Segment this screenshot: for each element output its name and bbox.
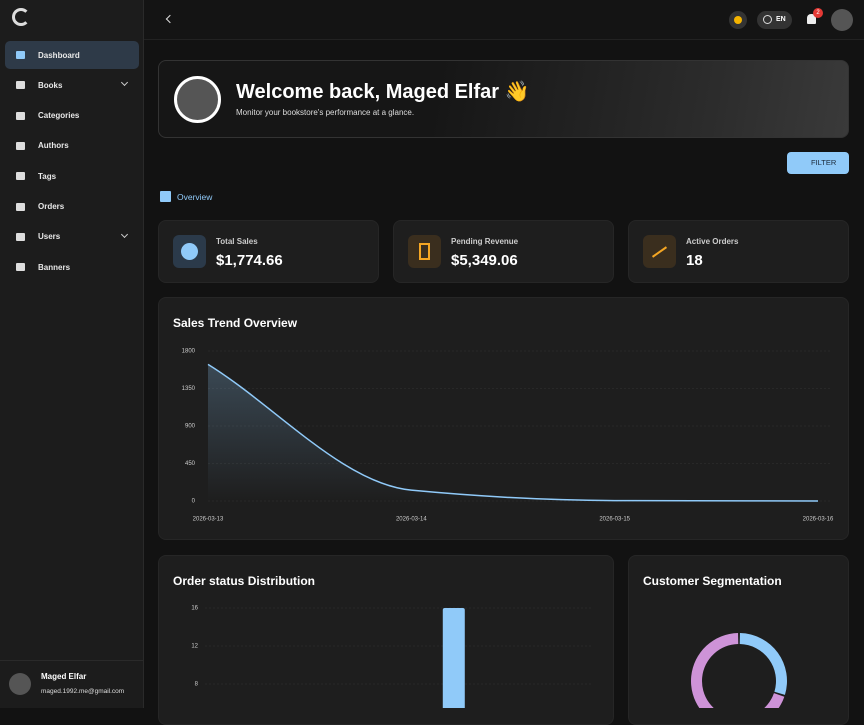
divider	[0, 660, 144, 661]
filter-button[interactable]: FILTER	[787, 152, 849, 174]
notifications[interactable]	[807, 14, 816, 24]
chart-title: Order status Distribution	[173, 574, 316, 588]
user-avatar	[9, 673, 31, 695]
stat-card: Active Orders 18	[628, 220, 849, 283]
menu-label: Orders	[38, 202, 65, 211]
user-name: Maged Elfar	[41, 672, 87, 681]
section-title: Overview	[177, 192, 213, 202]
menu-icon	[16, 263, 25, 272]
theme-toggle[interactable]	[729, 11, 747, 29]
logo	[12, 8, 30, 26]
menu-item[interactable]: Users	[5, 223, 139, 251]
menu-label: Authors	[38, 141, 69, 151]
back-button[interactable]	[165, 14, 175, 24]
menu-icon	[16, 141, 25, 150]
globe-icon	[763, 15, 772, 24]
chevron	[120, 230, 129, 238]
menu-item[interactable]: Dashboard	[5, 41, 139, 69]
notification-badge: 2	[813, 8, 823, 18]
stat-card: Total Sales $1,774.66	[158, 220, 379, 283]
stat-label: Active Orders	[686, 237, 739, 246]
topbar: EN 2	[144, 0, 864, 40]
stat-value: 18	[686, 252, 703, 269]
menu-label: Categories	[38, 111, 80, 121]
avatar[interactable]	[831, 9, 853, 31]
menu-item[interactable]: Authors	[5, 132, 139, 160]
menu-item[interactable]: Tags	[5, 162, 139, 190]
stat-value: $5,349.06	[451, 252, 518, 269]
chart-title: Sales Trend Overview	[173, 316, 298, 330]
menu-item[interactable]: Categories	[5, 102, 139, 130]
welcome-subtitle: Monitor your bookstore's performance at …	[236, 108, 415, 117]
menu-icon	[16, 232, 25, 241]
stat-label: Pending Revenue	[451, 237, 519, 246]
stat-label: Total Sales	[216, 237, 258, 246]
chart-card: Sales Trend Overview	[158, 297, 849, 540]
welcome-avatar	[174, 76, 221, 123]
chevron	[120, 79, 129, 87]
stat-icon	[643, 235, 676, 268]
chart-card: Order status Distribution	[158, 555, 614, 725]
stat-card: Pending Revenue $5,349.06	[393, 220, 614, 283]
overview-icon	[160, 191, 171, 202]
chart-card: Customer Segmentation	[628, 555, 849, 725]
menu-item[interactable]: Banners	[5, 253, 139, 281]
menu-icon	[16, 81, 25, 90]
sidebar: Dashboard Books Categories Authors Tags Order…	[0, 0, 144, 708]
user-email: maged.1992.me@gmail.com	[41, 688, 125, 695]
menu-label: Tags	[38, 171, 57, 181]
welcome-banner: Welcome back, Maged Elfar 👋 Monitor your…	[158, 60, 849, 138]
menu-label: Users	[38, 232, 61, 242]
menu-icon	[16, 172, 25, 181]
chart-title: Customer Segmentation	[643, 574, 782, 588]
menu-label: Banners	[38, 262, 71, 272]
stat-icon	[408, 235, 441, 268]
menu-icon	[16, 111, 25, 120]
menu-item[interactable]: Orders	[5, 193, 139, 221]
welcome-title: Welcome back, Maged Elfar 👋	[236, 81, 530, 103]
menu-icon	[16, 202, 25, 211]
stat-value: $1,774.66	[216, 252, 283, 269]
stat-icon	[173, 235, 206, 268]
menu-label: Dashboard	[38, 50, 80, 60]
menu-label: Books	[38, 80, 63, 90]
menu-item[interactable]: Books	[5, 71, 139, 99]
menu-icon	[16, 51, 25, 59]
